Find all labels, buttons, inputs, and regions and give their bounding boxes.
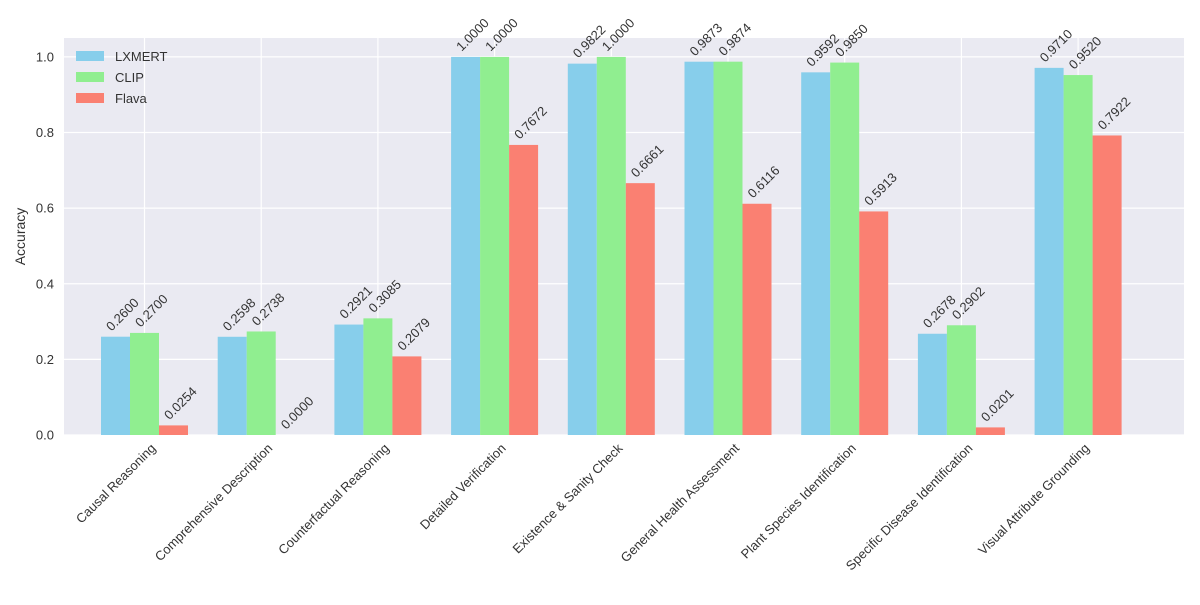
bar-clip-counterfactual-reasoning	[363, 318, 393, 435]
legend-swatch-lxmert	[76, 51, 104, 61]
y-axis-title: Accuracy	[12, 208, 28, 266]
y-tick-label: 0.6	[36, 201, 54, 216]
x-tick-label-specific-disease-identification: Specific Disease Identification	[843, 441, 976, 574]
bar-lxmert-counterfactual-reasoning	[334, 324, 364, 435]
x-tick-label-detailed-verification: Detailed Verification	[417, 441, 509, 533]
bar-flava-visual-attribute-grounding	[1092, 135, 1122, 435]
bar-clip-specific-disease-identification	[946, 325, 976, 435]
legend: LXMERT CLIP Flava	[76, 49, 168, 106]
bar-lxmert-plant-species-identification	[801, 72, 831, 435]
bar-clip-visual-attribute-grounding	[1063, 75, 1093, 435]
legend-label-flava: Flava	[115, 91, 148, 106]
bar-flava-plant-species-identification	[859, 211, 889, 435]
legend-swatch-flava	[76, 93, 104, 103]
bar-flava-specific-disease-identification	[975, 427, 1005, 435]
bar-clip-general-health-assessment	[713, 61, 743, 435]
bar-clip-comprehensive-description	[246, 331, 276, 435]
x-tick-label-counterfactual-reasoning: Counterfactual Reasoning	[275, 441, 392, 558]
bar-flava-existence-and-sanity-check	[625, 183, 655, 435]
legend-label-lxmert: LXMERT	[115, 49, 168, 64]
x-tick-label-causal-reasoning: Causal Reasoning	[73, 441, 159, 527]
bar-lxmert-existence-and-sanity-check	[567, 63, 597, 435]
y-axis-ticks: 0.0 0.2 0.4 0.6 0.8 1.0	[36, 49, 54, 442]
bars	[101, 56, 1122, 436]
legend-label-clip: CLIP	[115, 70, 144, 85]
bar-clip-existence-and-sanity-check	[596, 56, 626, 436]
x-tick-label-visual-attribute-grounding: Visual Attribute Grounding	[975, 441, 1092, 558]
y-tick-label: 1.0	[36, 49, 54, 64]
bar-clip-detailed-verification	[480, 56, 510, 436]
x-tick-label-existence-and-sanity-check: Existence & Sanity Check	[510, 440, 626, 556]
bar-flava-general-health-assessment	[742, 203, 772, 435]
y-tick-label: 0.8	[36, 125, 54, 140]
bar-flava-detailed-verification	[509, 144, 539, 435]
x-tick-label-general-health-assessment: General Health Assessment	[618, 440, 743, 565]
legend-swatch-clip	[76, 72, 104, 82]
x-tick-label-comprehensive-description: Comprehensive Description	[152, 441, 276, 565]
bar-clip-plant-species-identification	[830, 62, 860, 435]
bar-lxmert-causal-reasoning	[101, 336, 130, 435]
bar-lxmert-general-health-assessment	[684, 61, 714, 435]
bar-lxmert-comprehensive-description	[217, 336, 247, 435]
bar-lxmert-detailed-verification	[451, 56, 481, 436]
bar-clip-causal-reasoning	[130, 332, 159, 435]
bar-lxmert-visual-attribute-grounding	[1034, 67, 1064, 436]
bar-flava-counterfactual-reasoning	[392, 356, 422, 435]
y-tick-label: 0.4	[36, 276, 54, 291]
y-tick-label: 0.0	[36, 428, 54, 443]
bar-lxmert-specific-disease-identification	[917, 333, 947, 435]
x-tick-label-plant-species-identification: Plant Species Identification	[738, 441, 859, 562]
y-tick-label: 0.2	[36, 352, 54, 367]
bar-flava-causal-reasoning	[159, 425, 188, 435]
